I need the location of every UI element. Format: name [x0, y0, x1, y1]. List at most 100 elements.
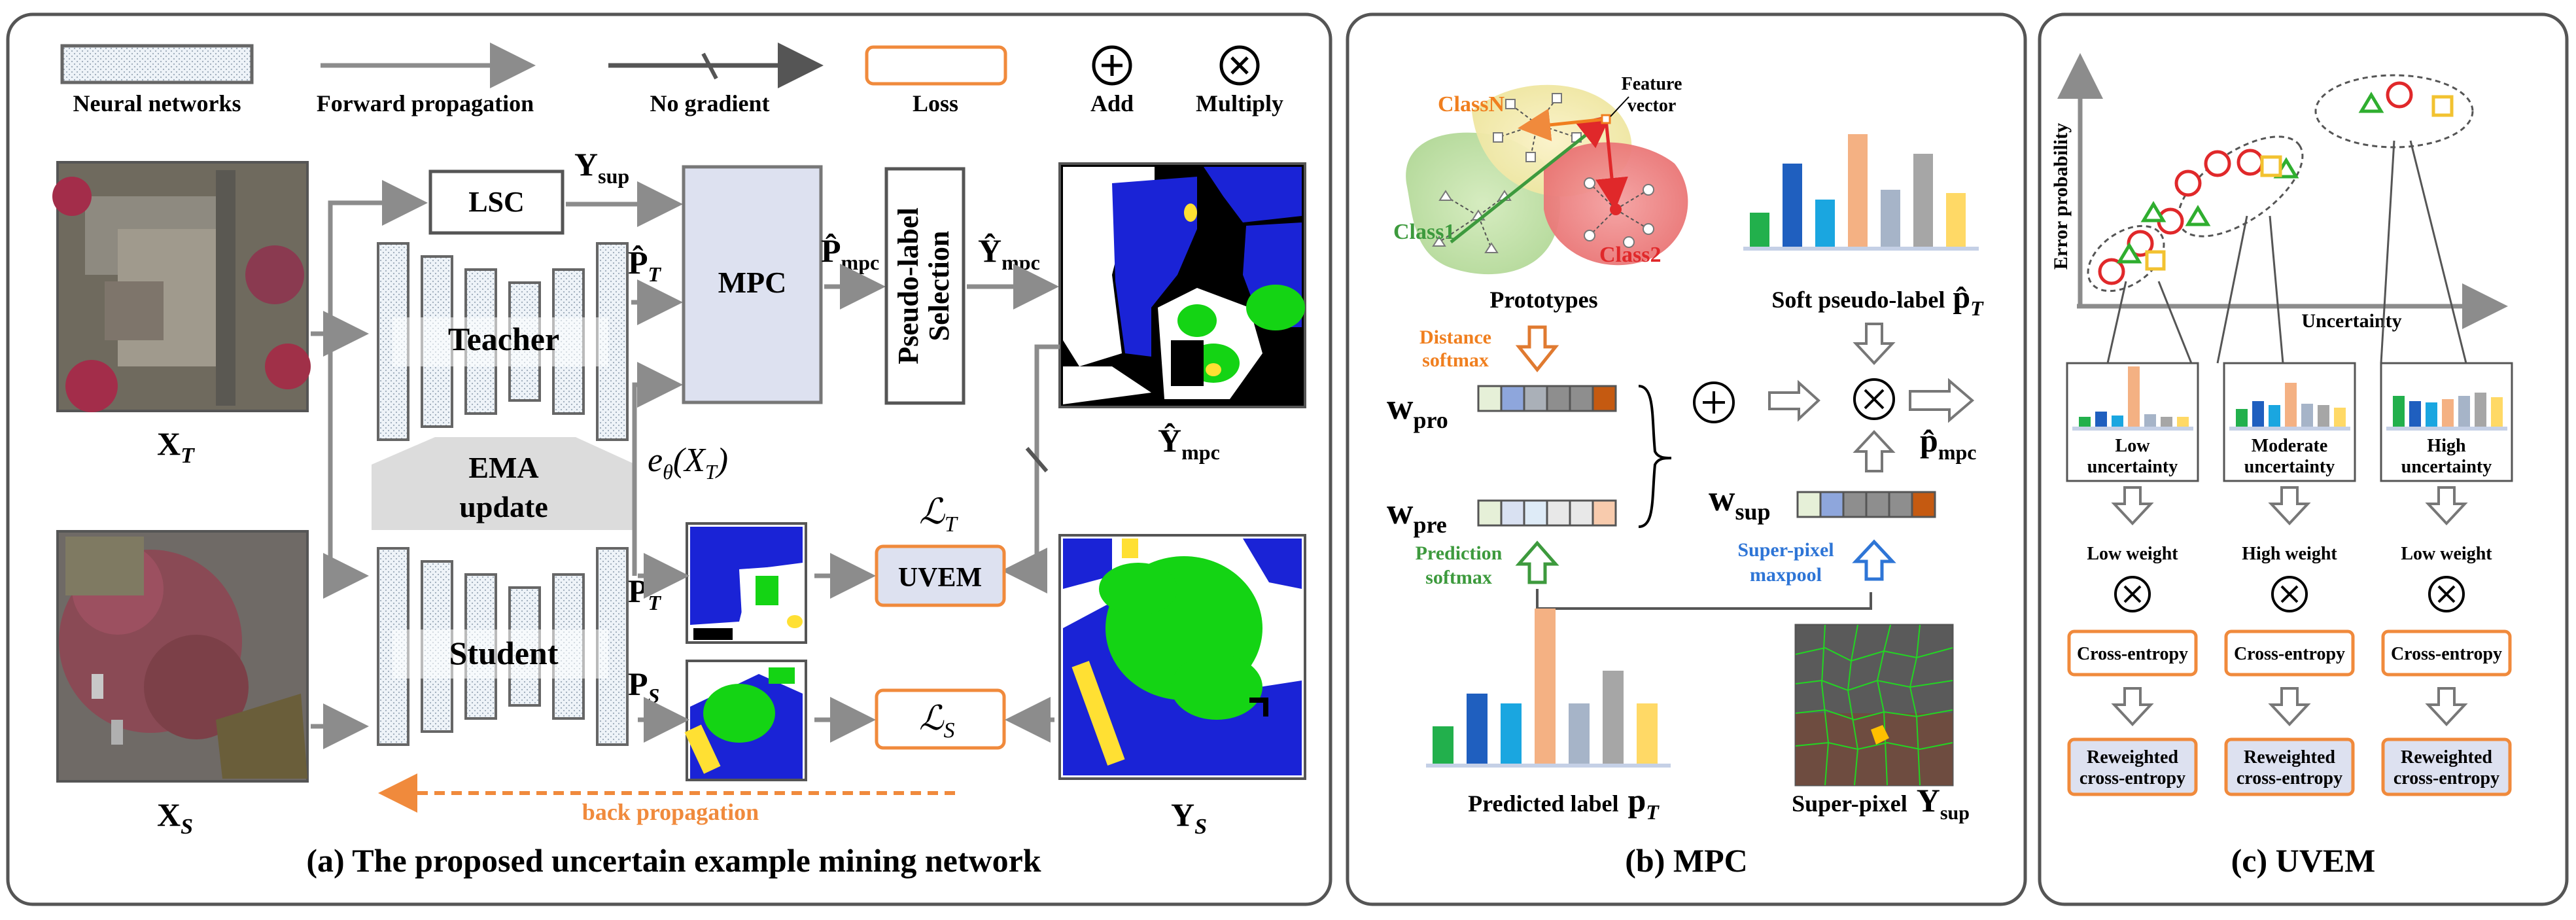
student-prediction-s — [684, 660, 807, 781]
bar-glyph — [2144, 414, 2156, 429]
feature-vector-line1: Feature — [1622, 74, 1682, 94]
lsc-label: LSC — [468, 186, 525, 218]
bar-glyph — [2318, 405, 2329, 429]
legend-loss-swatch — [865, 45, 1007, 86]
input-arrows — [311, 180, 428, 749]
bar-glyph — [1815, 200, 1835, 249]
uvem-box — [875, 544, 1006, 607]
bar-glyph — [2475, 393, 2486, 429]
uvem-group-high: High uncertainty — [2380, 362, 2513, 482]
uvem-columns: Low weight Cross-entropy Reweighted cros… — [2067, 486, 2512, 796]
reweighted-ce-box — [2224, 737, 2355, 796]
legend-add-icon — [1092, 45, 1132, 86]
p-hat-mpc-label: P̂mpc — [821, 232, 879, 274]
e-theta-label: eθ(XT) — [648, 442, 728, 484]
class-2-label: Class2 — [1599, 243, 1661, 267]
source-label-map — [1058, 534, 1306, 780]
prototypes-label: Prototypes — [1489, 287, 1597, 313]
bar-glyph — [2112, 416, 2123, 429]
loss-s-label: ℒS — [919, 700, 954, 743]
legend-loss-label: Loss — [913, 90, 958, 116]
bar-glyph — [2491, 397, 2503, 429]
distance-softmax-line2: softmax — [1422, 349, 1489, 371]
uncertainty-label-line1: Low — [2115, 436, 2151, 456]
panel-a-caption: (a) The proposed uncertain example minin… — [306, 842, 1041, 879]
bar-glyph — [2442, 399, 2454, 429]
legend-neural-network-swatch — [60, 44, 254, 84]
x-t-label: XT — [157, 425, 195, 468]
x-s-label: XS — [157, 796, 193, 839]
wsup-to-multiply-arrow — [1853, 430, 1896, 472]
weight-label: High weight — [2242, 544, 2337, 564]
bar-glyph — [2161, 417, 2172, 429]
cross-entropy-label: Cross-entropy — [2391, 644, 2502, 664]
legend: Neural networks Forward propagation No g… — [60, 43, 1283, 116]
cross-entropy-box — [2067, 629, 2198, 677]
predicted-to-branches-line — [1536, 589, 1872, 610]
bar-glyph — [2079, 417, 2091, 429]
loss-t-label: ℒT — [919, 492, 958, 537]
legend-no-gradient-slash — [701, 52, 718, 80]
bar-glyph — [1467, 694, 1488, 766]
map-to-uvem-no-gradient-slash — [1025, 447, 1049, 472]
combine-brace — [1638, 385, 1672, 528]
bar-glyph — [2393, 396, 2405, 429]
bar-glyph — [1848, 134, 1868, 249]
legend-no-gradient-label: No gradient — [650, 90, 770, 116]
prediction-softmax-arrow-icon — [1515, 540, 1559, 584]
bar-glyph — [1913, 154, 1933, 249]
panel-a-frame — [6, 12, 1332, 906]
cross-entropy-label: Cross-entropy — [2234, 644, 2345, 664]
weight-label: Low weight — [2087, 544, 2178, 564]
superpixel-maxpool-arrow-icon — [1852, 539, 1896, 581]
reweighted-ce-line2: cross-entropy — [2237, 768, 2342, 788]
reweighted-ce-box — [2067, 737, 2198, 796]
superpixel-image — [1794, 624, 1954, 787]
mpc-box — [682, 165, 823, 404]
pseudo-label-selection-line2: Selection — [923, 231, 955, 342]
legend-multiply-icon — [1219, 45, 1260, 86]
target-image — [52, 161, 311, 412]
bar-glyph — [2269, 405, 2280, 429]
reweighted-ce-line2: cross-entropy — [2393, 768, 2499, 788]
bar-glyph — [2177, 417, 2189, 429]
reweighted-ce-box — [2381, 737, 2512, 796]
uvem-group-low: Low uncertainty — [2066, 362, 2199, 482]
uncertainty-label-line1: High — [2427, 436, 2466, 456]
loss-s-box — [875, 688, 1006, 750]
uncertainty-label-line2: uncertainty — [2087, 457, 2178, 477]
superpixel-maxpool-line1: Super-pixel — [1737, 539, 1834, 561]
reweighted-ce-line1: Reweighted — [2244, 747, 2335, 768]
bar-glyph — [1881, 190, 1900, 249]
predicted-label-bars — [1426, 609, 1671, 768]
pseudo-label-selection-line1: Pseudo-label — [892, 207, 924, 364]
prediction-softmax-line2: softmax — [1425, 567, 1492, 588]
multiply-to-output-arrow — [1909, 378, 1975, 423]
superpixel-label: Super-pixel Ysup — [1792, 782, 1970, 824]
class-1-label: Class1 — [1393, 220, 1455, 244]
legend-forward-label: Forward propagation — [317, 90, 534, 116]
legend-multiply-label: Multiply — [1196, 90, 1283, 116]
cross-entropy-label: Cross-entropy — [2077, 644, 2188, 664]
uncertainty-label-line1: Moderate — [2252, 436, 2328, 456]
x-axis-label: Uncertainty — [2301, 310, 2401, 332]
bar-glyph — [2128, 366, 2140, 429]
uvem-label: UVEM — [898, 563, 982, 593]
bar-glyph — [2252, 401, 2264, 429]
bar-glyph — [1750, 213, 1769, 249]
ema-label-line2: update — [459, 490, 548, 523]
bar-glyph — [1569, 703, 1590, 766]
soft-pseudo-label-bars — [1743, 134, 1979, 251]
w-sup-vector — [1796, 491, 1936, 518]
bar-glyph — [2458, 396, 2470, 429]
feature-vector-line2: vector — [1627, 96, 1677, 116]
superpixel-maxpool-line2: maxpool — [1750, 564, 1822, 586]
uvem-groups: Low uncertainty Moderate uncertainty Hig… — [2066, 362, 2513, 482]
bar-glyph — [2426, 402, 2437, 429]
back-propagation-label: back propagation — [582, 799, 759, 825]
w-pro-vector — [1477, 385, 1617, 412]
bar-glyph — [2409, 401, 2421, 429]
encoder-feature-arrow — [632, 362, 683, 576]
soft-pseudo-label: Soft pseudo-label p̂T — [1771, 280, 1984, 320]
